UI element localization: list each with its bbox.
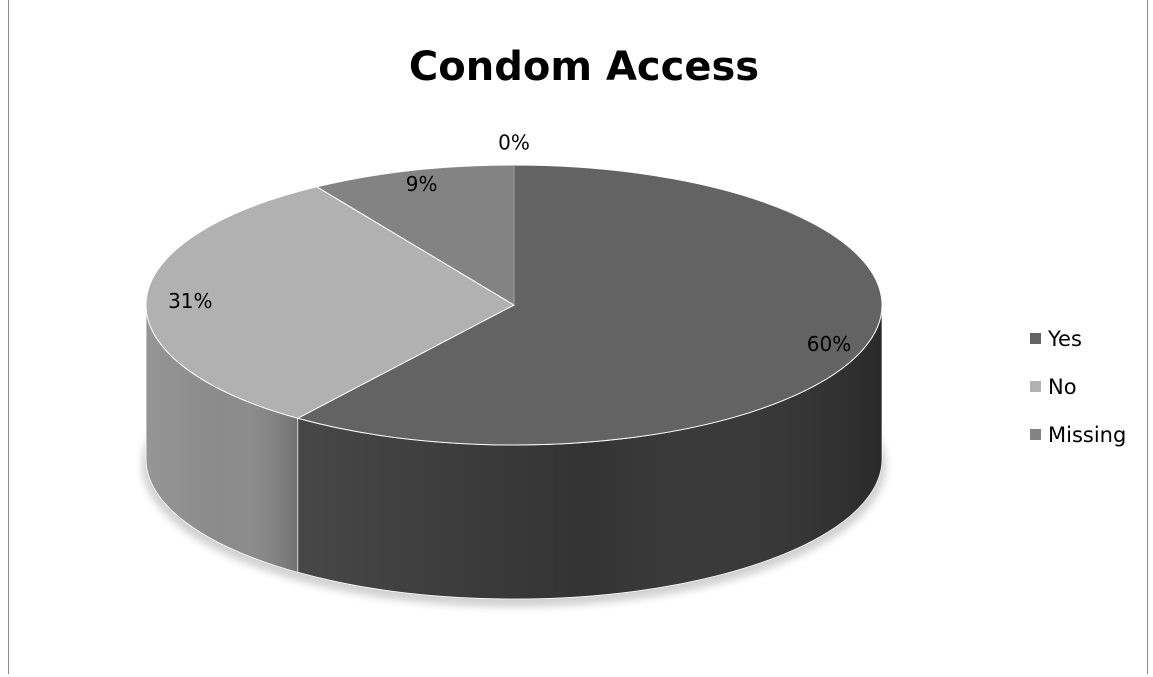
pie-slice-no — [145, 186, 516, 419]
pie-group — [142, 164, 886, 607]
legend-label-missing: Missing — [1048, 423, 1126, 447]
data-label: 0% — [498, 131, 530, 155]
legend-label-no: No — [1048, 375, 1077, 399]
pie-slice-yes — [296, 164, 883, 446]
chart-title: Condom Access — [409, 44, 759, 90]
legend-swatch-no — [1030, 381, 1041, 392]
pie-slice-missing — [315, 164, 515, 306]
pie-side-shade — [297, 305, 882, 599]
data-labels: 60% 31% 9% 0% — [168, 131, 851, 356]
legend: Yes No Missing — [1030, 327, 1126, 447]
legend-label-yes: Yes — [1047, 327, 1082, 351]
chart-frame — [8, 0, 1148, 674]
legend-swatch-yes — [1030, 333, 1041, 344]
data-label: 31% — [168, 289, 212, 313]
pie-side-shade — [146, 305, 298, 573]
legend-swatch-missing — [1030, 429, 1041, 440]
data-label: 60% — [807, 332, 851, 356]
data-label: 9% — [406, 172, 438, 196]
